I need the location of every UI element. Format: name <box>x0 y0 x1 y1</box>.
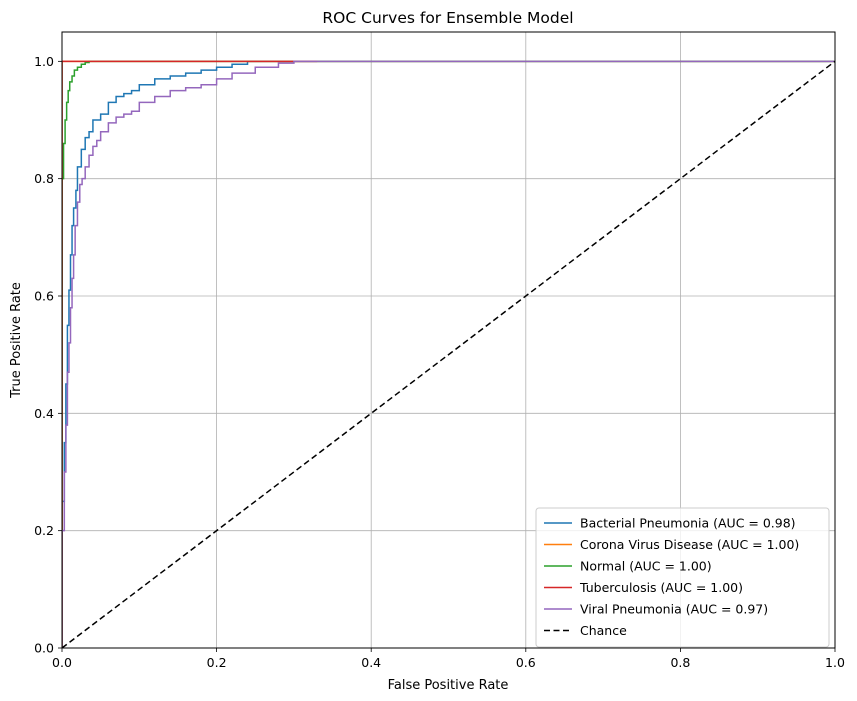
series-line-3 <box>62 60 318 648</box>
y-tick-label: 0.4 <box>34 406 54 421</box>
x-tick-label: 0.0 <box>52 655 72 670</box>
y-axis-label: True Positive Rate <box>9 282 24 399</box>
grid <box>61 32 836 649</box>
x-tick-label: 0.8 <box>670 655 690 670</box>
series-group <box>62 60 835 648</box>
series-line-0 <box>62 60 835 648</box>
legend-entry: Normal (AUC = 1.00) <box>580 559 712 574</box>
series-line-4 <box>62 60 835 648</box>
series-line-2 <box>62 60 835 648</box>
x-axis-label: False Positive Rate <box>388 678 509 693</box>
x-axis: 0.0 0.2 0.4 0.6 0.8 1.0 <box>52 648 845 670</box>
legend-entry: Corona Virus Disease (AUC = 1.00) <box>580 537 799 552</box>
legend-entry: Chance <box>580 623 627 638</box>
y-tick-label: 1.0 <box>34 54 54 69</box>
chart-title: ROC Curves for Ensemble Model <box>322 9 573 27</box>
x-tick-label: 0.4 <box>361 655 381 670</box>
x-tick-label: 0.2 <box>207 655 227 670</box>
x-tick-label: 1.0 <box>825 655 845 670</box>
y-tick-label: 0.0 <box>34 641 54 656</box>
y-tick-label: 0.6 <box>34 289 54 304</box>
legend: Bacterial Pneumonia (AUC = 0.98) Corona V… <box>535 507 830 648</box>
legend-box <box>535 507 830 648</box>
legend-entry: Tuberculosis (AUC = 1.00) <box>579 580 743 595</box>
plot-frame <box>61 31 836 649</box>
legend-entry: Viral Pneumonia (AUC = 0.97) <box>580 602 768 617</box>
y-axis: 0.0 0.2 0.4 0.6 0.8 1.0 <box>34 54 62 656</box>
x-tick-label: 0.6 <box>516 655 536 670</box>
y-tick-label: 0.2 <box>34 523 54 538</box>
legend-entry: Bacterial Pneumonia (AUC = 0.98) <box>580 516 796 531</box>
y-tick-label: 0.8 <box>34 171 54 186</box>
series-line-5 <box>62 60 835 648</box>
